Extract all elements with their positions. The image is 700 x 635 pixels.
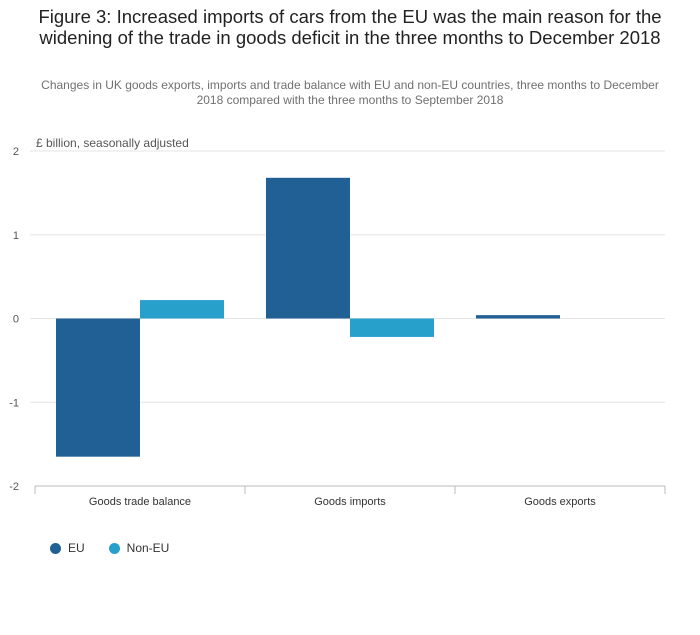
legend-swatch-eu — [50, 542, 61, 554]
bar-eu[interactable] — [476, 315, 560, 319]
legend-item-eu[interactable]: EU — [50, 541, 85, 555]
x-tick-label: Goods exports — [524, 496, 596, 508]
y-axis-unit-label: £ billion, seasonally adjusted — [36, 136, 189, 150]
x-axis: Goods trade balance Goods imports Goods ex… — [34, 485, 666, 508]
y-tick-label: -1 — [9, 397, 19, 409]
y-tick-label: 1 — [13, 230, 19, 242]
legend: EU Non-EU — [50, 541, 169, 555]
bars — [56, 177, 560, 457]
y-tick-label: 0 — [13, 314, 19, 326]
x-tick-label: Goods imports — [314, 496, 386, 508]
legend-label-non-eu: Non-EU — [126, 541, 170, 555]
legend-item-non-eu[interactable]: Non-EU — [108, 541, 170, 555]
bar-eu[interactable] — [56, 318, 140, 457]
y-tick-label: -2 — [9, 481, 19, 493]
legend-label-eu: EU — [68, 541, 85, 555]
x-tick-label: Goods trade balance — [89, 496, 191, 508]
bar-non-eu[interactable] — [350, 318, 434, 337]
bar-non-eu[interactable] — [140, 300, 224, 319]
y-axis-tick-labels: 2 1 0 -1 -2 — [9, 146, 19, 493]
y-tick-label: 2 — [13, 146, 19, 158]
bar-eu[interactable] — [266, 177, 350, 319]
chart-title: Figure 3: Increased imports of cars from… — [38, 6, 662, 48]
chart-subtitle: Changes in UK goods exports, imports and… — [41, 78, 659, 107]
legend-swatch-non-eu — [108, 542, 120, 554]
